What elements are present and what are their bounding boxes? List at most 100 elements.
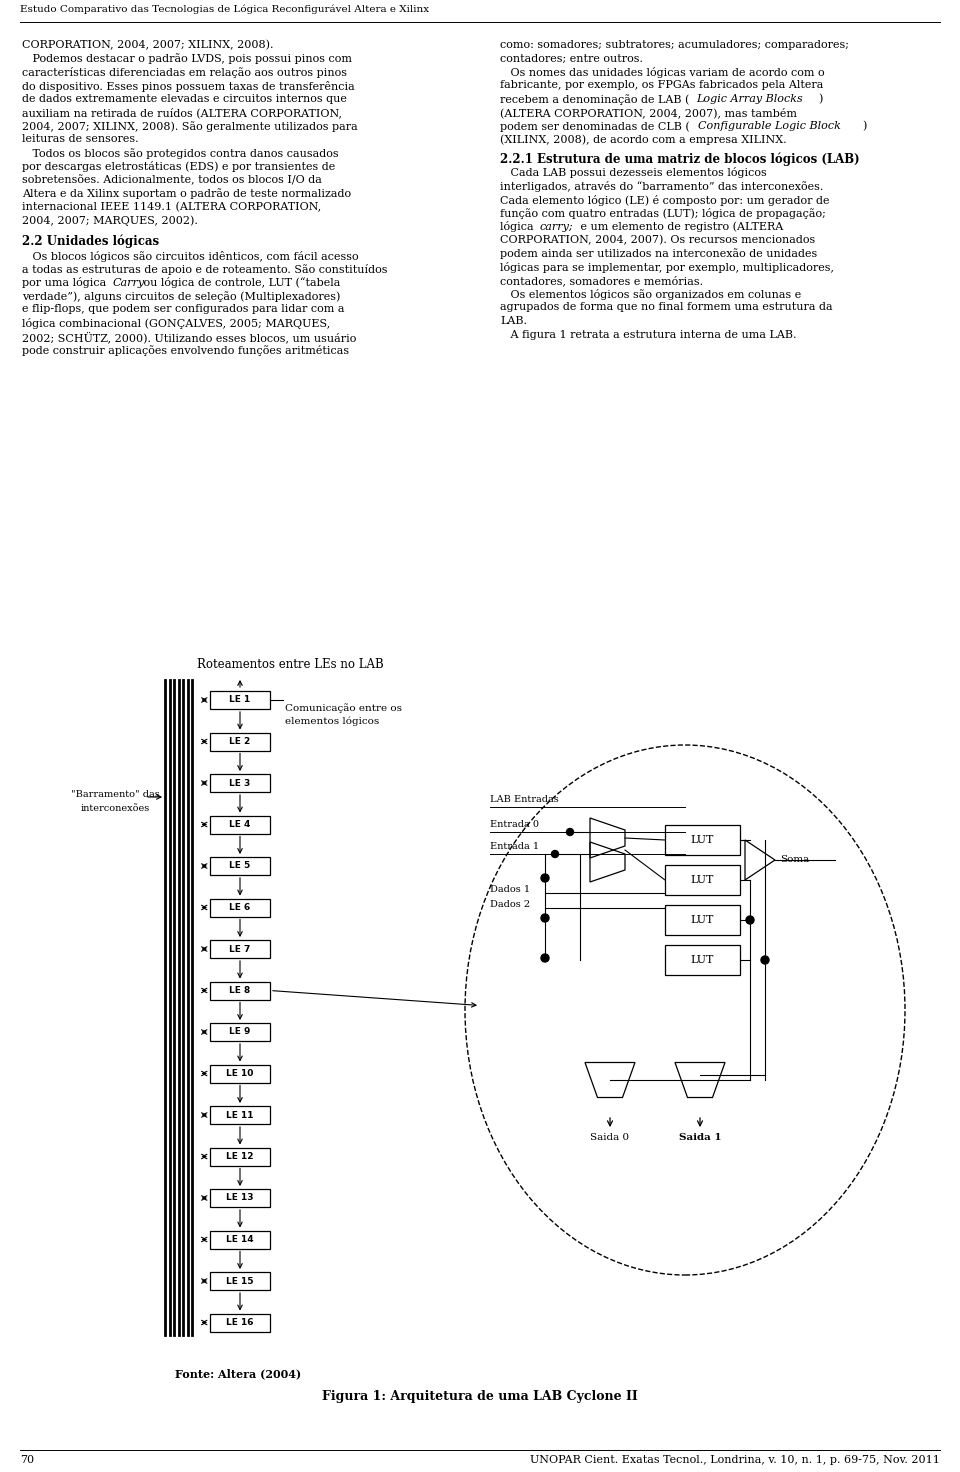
Text: verdade”), alguns circuitos de seleção (Multiplexadores): verdade”), alguns circuitos de seleção (… — [22, 291, 341, 302]
Bar — [210, 733, 270, 751]
Text: Figura 1: Arquitetura de uma LAB Cyclone II: Figura 1: Arquitetura de uma LAB Cyclone… — [323, 1390, 637, 1403]
Text: agrupados de forma que no final formem uma estrutura da: agrupados de forma que no final formem u… — [500, 303, 832, 312]
Text: Configurable Logic Block: Configurable Logic Block — [698, 121, 841, 131]
Text: Altera e da Xilinx suportam o padrão de teste normalizado: Altera e da Xilinx suportam o padrão de … — [22, 188, 351, 199]
Circle shape — [551, 851, 559, 858]
Circle shape — [541, 914, 549, 921]
Text: LE 10: LE 10 — [227, 1069, 253, 1078]
Bar — [665, 866, 740, 895]
Bar — [210, 857, 270, 874]
Bar — [210, 1189, 270, 1207]
Bar — [210, 1313, 270, 1332]
Text: Todos os blocos são protegidos contra danos causados: Todos os blocos são protegidos contra da… — [22, 149, 339, 159]
Text: interligados, através do “barramento” das interconexões.: interligados, através do “barramento” da… — [500, 181, 824, 191]
Text: Entrada 0: Entrada 0 — [490, 820, 539, 829]
Circle shape — [746, 916, 754, 924]
Text: UNOPAR Cient. Exatas Tecnol., Londrina, v. 10, n. 1, p. 69-75, Nov. 2011: UNOPAR Cient. Exatas Tecnol., Londrina, … — [530, 1454, 940, 1465]
Text: pode construir aplicações envolvendo funções aritméticas: pode construir aplicações envolvendo fun… — [22, 344, 349, 356]
Bar — [210, 1231, 270, 1248]
Bar — [210, 1105, 270, 1125]
Text: A figura 1 retrata a estrutura interna de uma LAB.: A figura 1 retrata a estrutura interna d… — [500, 330, 797, 340]
Text: CORPORATION, 2004, 2007; XILINX, 2008).: CORPORATION, 2004, 2007; XILINX, 2008). — [22, 40, 274, 50]
Text: LAB Entradas: LAB Entradas — [490, 795, 559, 804]
Bar — [665, 905, 740, 935]
Text: LUT: LUT — [691, 916, 714, 924]
Text: LE 2: LE 2 — [229, 737, 251, 746]
Text: Dados 1: Dados 1 — [490, 885, 530, 894]
Text: sobretensões. Adicionalmente, todos os blocos I/O da: sobretensões. Adicionalmente, todos os b… — [22, 175, 322, 185]
Text: LE 4: LE 4 — [229, 820, 251, 829]
Text: de dados extremamente elevadas e circuitos internos que: de dados extremamente elevadas e circuit… — [22, 94, 347, 105]
Text: Estudo Comparativo das Tecnologias de Lógica Reconfigurável Altera e Xilinx: Estudo Comparativo das Tecnologias de Ló… — [20, 4, 429, 15]
Text: contadores, somadores e memórias.: contadores, somadores e memórias. — [500, 275, 703, 286]
Text: (XILINX, 2008), de acordo com a empresa XILINX.: (XILINX, 2008), de acordo com a empresa … — [500, 134, 786, 146]
Text: por uma lógica: por uma lógica — [22, 278, 109, 289]
Bar — [210, 941, 270, 958]
Text: LUT: LUT — [691, 874, 714, 885]
Text: como: somadores; subtratores; acumuladores; comparadores;: como: somadores; subtratores; acumulador… — [500, 40, 849, 50]
Text: Logic Array Blocks: Logic Array Blocks — [696, 94, 803, 105]
Text: do dispositivo. Esses pinos possuem taxas de transferência: do dispositivo. Esses pinos possuem taxa… — [22, 81, 355, 91]
Text: Cada LAB possui dezesseis elementos lógicos: Cada LAB possui dezesseis elementos lógi… — [500, 168, 767, 178]
Text: Os nomes das unidades lógicas variam de acordo com o: Os nomes das unidades lógicas variam de … — [500, 68, 825, 78]
Text: LE 16: LE 16 — [227, 1317, 253, 1326]
Text: CORPORATION, 2004, 2007). Os recursos mencionados: CORPORATION, 2004, 2007). Os recursos me… — [500, 236, 815, 246]
Text: função com quatro entradas (LUT); lógica de propagação;: função com quatro entradas (LUT); lógica… — [500, 208, 826, 219]
Text: 2002; SCHÜTZ, 2000). Utilizando esses blocos, um usuário: 2002; SCHÜTZ, 2000). Utilizando esses bl… — [22, 331, 356, 343]
Bar — [210, 690, 270, 710]
Text: Cada elemento lógico (LE) é composto por: um gerador de: Cada elemento lógico (LE) é composto por… — [500, 194, 829, 206]
Text: lógicas para se implementar, por exemplo, multiplicadores,: lógicas para se implementar, por exemplo… — [500, 262, 834, 272]
Text: recebem a denominação de LAB (: recebem a denominação de LAB ( — [500, 94, 689, 105]
Circle shape — [541, 874, 549, 882]
Text: LE 3: LE 3 — [229, 779, 251, 788]
Text: ): ) — [818, 94, 823, 105]
Text: Carry: Carry — [113, 278, 145, 287]
Text: por descargas eletrostáticas (EDS) e por transientes de: por descargas eletrostáticas (EDS) e por… — [22, 162, 335, 172]
Text: Podemos destacar o padrão LVDS, pois possui pinos com: Podemos destacar o padrão LVDS, pois pos… — [22, 53, 352, 65]
Text: e um elemento de registro (ALTERA: e um elemento de registro (ALTERA — [577, 221, 783, 233]
Text: Saida 0: Saida 0 — [590, 1133, 630, 1142]
Circle shape — [541, 954, 549, 963]
Text: Fonte: Altera (2004): Fonte: Altera (2004) — [175, 1367, 301, 1379]
Text: LUT: LUT — [691, 955, 714, 966]
Text: Os blocos lógicos são circuitos idênticos, com fácil acesso: Os blocos lógicos são circuitos idêntico… — [22, 250, 359, 262]
Text: LE 11: LE 11 — [227, 1110, 253, 1120]
Text: LE 8: LE 8 — [229, 986, 251, 995]
Text: LE 6: LE 6 — [229, 902, 251, 913]
Bar — [210, 1023, 270, 1041]
Circle shape — [566, 829, 573, 836]
Text: elementos lógicos: elementos lógicos — [285, 715, 379, 726]
Text: 2004, 2007; XILINX, 2008). São geralmente utilizados para: 2004, 2007; XILINX, 2008). São geralment… — [22, 121, 358, 132]
Text: Comunicação entre os: Comunicação entre os — [285, 704, 402, 712]
Text: LUT: LUT — [691, 835, 714, 845]
Text: podem ser denominadas de CLB (: podem ser denominadas de CLB ( — [500, 121, 689, 131]
Text: LE 12: LE 12 — [227, 1153, 253, 1161]
Text: Os elementos lógicos são organizados em colunas e: Os elementos lógicos são organizados em … — [500, 289, 802, 300]
Text: carry;: carry; — [540, 221, 574, 231]
Text: a todas as estruturas de apoio e de roteamento. São constituídos: a todas as estruturas de apoio e de rote… — [22, 263, 388, 275]
Text: LE 13: LE 13 — [227, 1194, 253, 1203]
Text: 70: 70 — [20, 1454, 35, 1465]
Text: LE 1: LE 1 — [229, 695, 251, 705]
Text: Roteamentos entre LEs no LAB: Roteamentos entre LEs no LAB — [197, 658, 383, 671]
Text: 2.2 Unidades lógicas: 2.2 Unidades lógicas — [22, 236, 159, 249]
Text: e flip-flops, que podem ser configurados para lidar com a: e flip-flops, que podem ser configurados… — [22, 305, 345, 315]
Circle shape — [761, 955, 769, 964]
Text: Entrada 1: Entrada 1 — [490, 842, 540, 851]
Text: Dados 2: Dados 2 — [490, 899, 530, 910]
Bar — [665, 824, 740, 855]
Text: 2004, 2007; MARQUES, 2002).: 2004, 2007; MARQUES, 2002). — [22, 215, 198, 227]
Text: internacional IEEE 1149.1 (ALTERA CORPORATION,: internacional IEEE 1149.1 (ALTERA CORPOR… — [22, 202, 322, 212]
Text: lógica combinacional (GONÇALVES, 2005; MARQUES,: lógica combinacional (GONÇALVES, 2005; M… — [22, 318, 330, 330]
Text: interconexões: interconexões — [81, 804, 150, 813]
Text: LE 5: LE 5 — [229, 861, 251, 870]
Text: características diferenciadas em relação aos outros pinos: características diferenciadas em relação… — [22, 68, 347, 78]
Text: LE 14: LE 14 — [227, 1235, 253, 1244]
Bar — [210, 982, 270, 999]
Text: (ALTERA CORPORATION, 2004, 2007), mas também: (ALTERA CORPORATION, 2004, 2007), mas ta… — [500, 107, 797, 118]
Text: Soma: Soma — [780, 855, 809, 864]
Bar — [210, 1272, 270, 1289]
Text: contadores; entre outros.: contadores; entre outros. — [500, 53, 643, 63]
Text: LE 9: LE 9 — [229, 1027, 251, 1036]
Text: 2.2.1 Estrutura de uma matriz de blocos lógicos (LAB): 2.2.1 Estrutura de uma matriz de blocos … — [500, 152, 859, 165]
